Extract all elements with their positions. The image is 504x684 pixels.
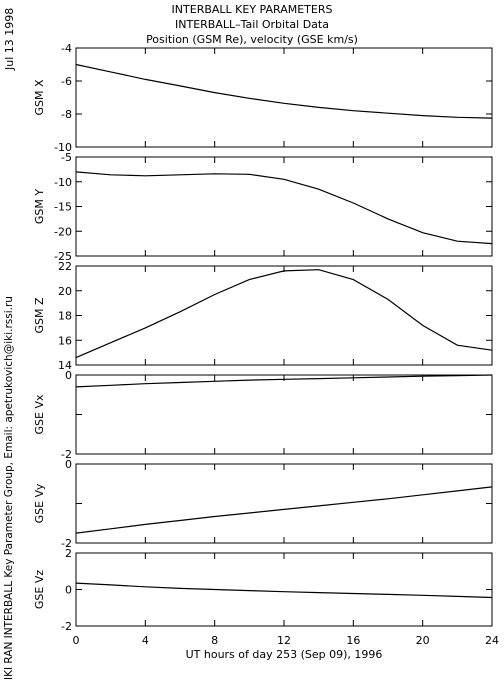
- chart-subtitle: INTERBALL–Tail Orbital Data: [175, 18, 329, 31]
- y-tick-label: -25: [54, 250, 72, 263]
- y-tick-label: -15: [54, 201, 72, 214]
- y-axis-label: GSM X: [33, 79, 46, 115]
- y-tick-label: 0: [65, 584, 72, 597]
- y-tick-label: -8: [61, 108, 72, 121]
- y-tick-label: -4: [61, 42, 72, 55]
- y-tick-label: -20: [54, 225, 72, 238]
- x-tick-label: 0: [73, 634, 80, 647]
- series-line: [75, 269, 493, 359]
- y-axis-label: GSM Y: [33, 189, 46, 224]
- y-axis-label: GSE Vy: [33, 483, 46, 523]
- series-line: [75, 63, 493, 119]
- y-tick-label: -6: [61, 75, 72, 88]
- x-tick-label: 4: [142, 634, 149, 647]
- panel-frame: [75, 463, 493, 544]
- y-axis-label: GSE Vz: [33, 570, 46, 609]
- y-tick-label: 18: [58, 310, 72, 323]
- y-tick-label: -5: [61, 151, 72, 164]
- x-tick-label: 24: [485, 634, 499, 647]
- y-tick-label: -2: [61, 537, 72, 550]
- x-tick-label: 20: [416, 634, 430, 647]
- panel-frame: [75, 265, 493, 366]
- x-tick-label: 12: [277, 634, 291, 647]
- x-axis-label: UT hours of day 253 (Sep 09), 1996: [185, 648, 383, 661]
- x-tick-label: 8: [211, 634, 218, 647]
- y-tick-label: -2: [61, 448, 72, 461]
- panel-frame: [75, 374, 493, 455]
- chart-description: Position (GSM Re), velocity (GSE km/s): [146, 33, 358, 46]
- y-tick-label: 2: [65, 547, 72, 560]
- y-tick-label: 0: [65, 369, 72, 382]
- series-line: [75, 374, 493, 388]
- panel-frame: [75, 156, 493, 257]
- x-tick-label: 16: [346, 634, 360, 647]
- y-tick-label: 0: [65, 458, 72, 471]
- y-tick-label: 16: [58, 334, 72, 347]
- y-tick-label: 20: [58, 285, 72, 298]
- y-axis-label: GSM Z: [33, 297, 46, 333]
- y-axis-label: GSE Vx: [33, 394, 46, 434]
- y-tick-label: -10: [54, 141, 72, 154]
- panel-frame: [75, 47, 493, 148]
- series-line: [75, 486, 493, 534]
- y-tick-label: 22: [58, 260, 72, 273]
- y-tick-label: -10: [54, 176, 72, 189]
- panel-frame: [75, 552, 493, 627]
- series-line: [75, 171, 493, 245]
- y-tick-label: 14: [58, 359, 72, 372]
- series-line: [75, 582, 493, 599]
- y-tick-label: -2: [61, 620, 72, 633]
- chart-title: INTERBALL KEY PARAMETERS: [171, 3, 333, 16]
